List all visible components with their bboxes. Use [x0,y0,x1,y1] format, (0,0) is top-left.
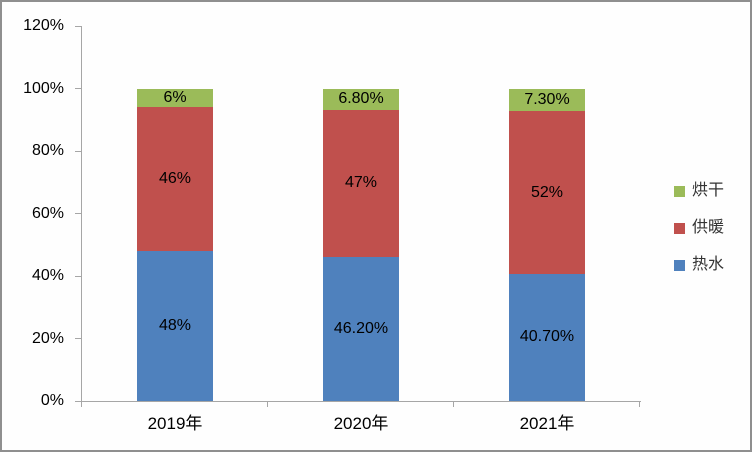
bar-segment-label: 6% [163,88,187,106]
y-axis-label: 60% [31,204,64,222]
category-boundary-tick [267,401,268,407]
legend-item-hot-water: 热水 [674,255,724,275]
bar-segment-hot-water-2021: 40.70% [509,273,585,401]
bar-segment-label: 48% [158,317,192,334]
bar-segment-label: 7.30% [524,90,570,108]
category-boundary-tick [81,401,82,407]
y-axis-label: 40% [31,267,64,284]
bar-segment-label: 46.20% [333,319,389,337]
y-axis-tick [75,88,81,89]
legend-swatch-heating [674,222,685,234]
bar-segment-heating-2021: 52% [509,111,585,274]
legend-item-drying: 烘干 [674,181,724,201]
bar-segment-heating-2019: 46% [137,107,213,251]
legend-swatch-drying [674,185,685,197]
bar-segment-drying-2021: 7.30% [509,88,585,112]
y-axis-tick [75,275,81,277]
bar-segment-label: 46% [158,170,192,188]
y-axis-tick [75,25,81,27]
y-axis-label: 80% [31,142,64,159]
legend-label: 烘干 [692,182,725,199]
x-axis-line [81,401,641,402]
y-axis-label: 20% [31,329,64,347]
bar-segment-heating-2020: 47% [323,109,399,257]
y-axis-tick [75,150,81,152]
y-axis-label: 0% [40,392,64,409]
bar-segment-drying-2019: 6% [137,88,213,108]
x-axis-category-label: 2021年 [519,414,575,433]
x-axis-category-label: 2019年 [147,414,203,433]
category-boundary-tick [639,401,640,407]
bar-segment-hot-water-2019: 48% [137,251,213,401]
bar-segment-hot-water-2020: 46.20% [323,256,399,401]
y-axis-label: 120% [23,17,64,34]
bar-segment-label: 6.80% [338,90,384,108]
y-axis-line [81,26,82,401]
y-axis-tick [75,338,81,339]
legend-label: 供暖 [692,219,725,236]
y-axis-tick [75,400,81,402]
y-axis-label: 100% [23,79,64,97]
x-axis-category-label: 2020年 [333,414,389,433]
bar-segment-label: 47% [344,174,378,192]
category-boundary-tick [453,401,454,407]
legend-swatch-hot-water [674,259,685,271]
legend-item-heating: 供暖 [674,218,724,238]
legend-label: 热水 [692,256,725,273]
bar-segment-label: 52% [530,183,564,201]
bar-segment-label: 40.70% [519,328,575,346]
y-axis-tick [75,213,81,214]
bar-segment-drying-2020: 6.80% [323,88,399,110]
